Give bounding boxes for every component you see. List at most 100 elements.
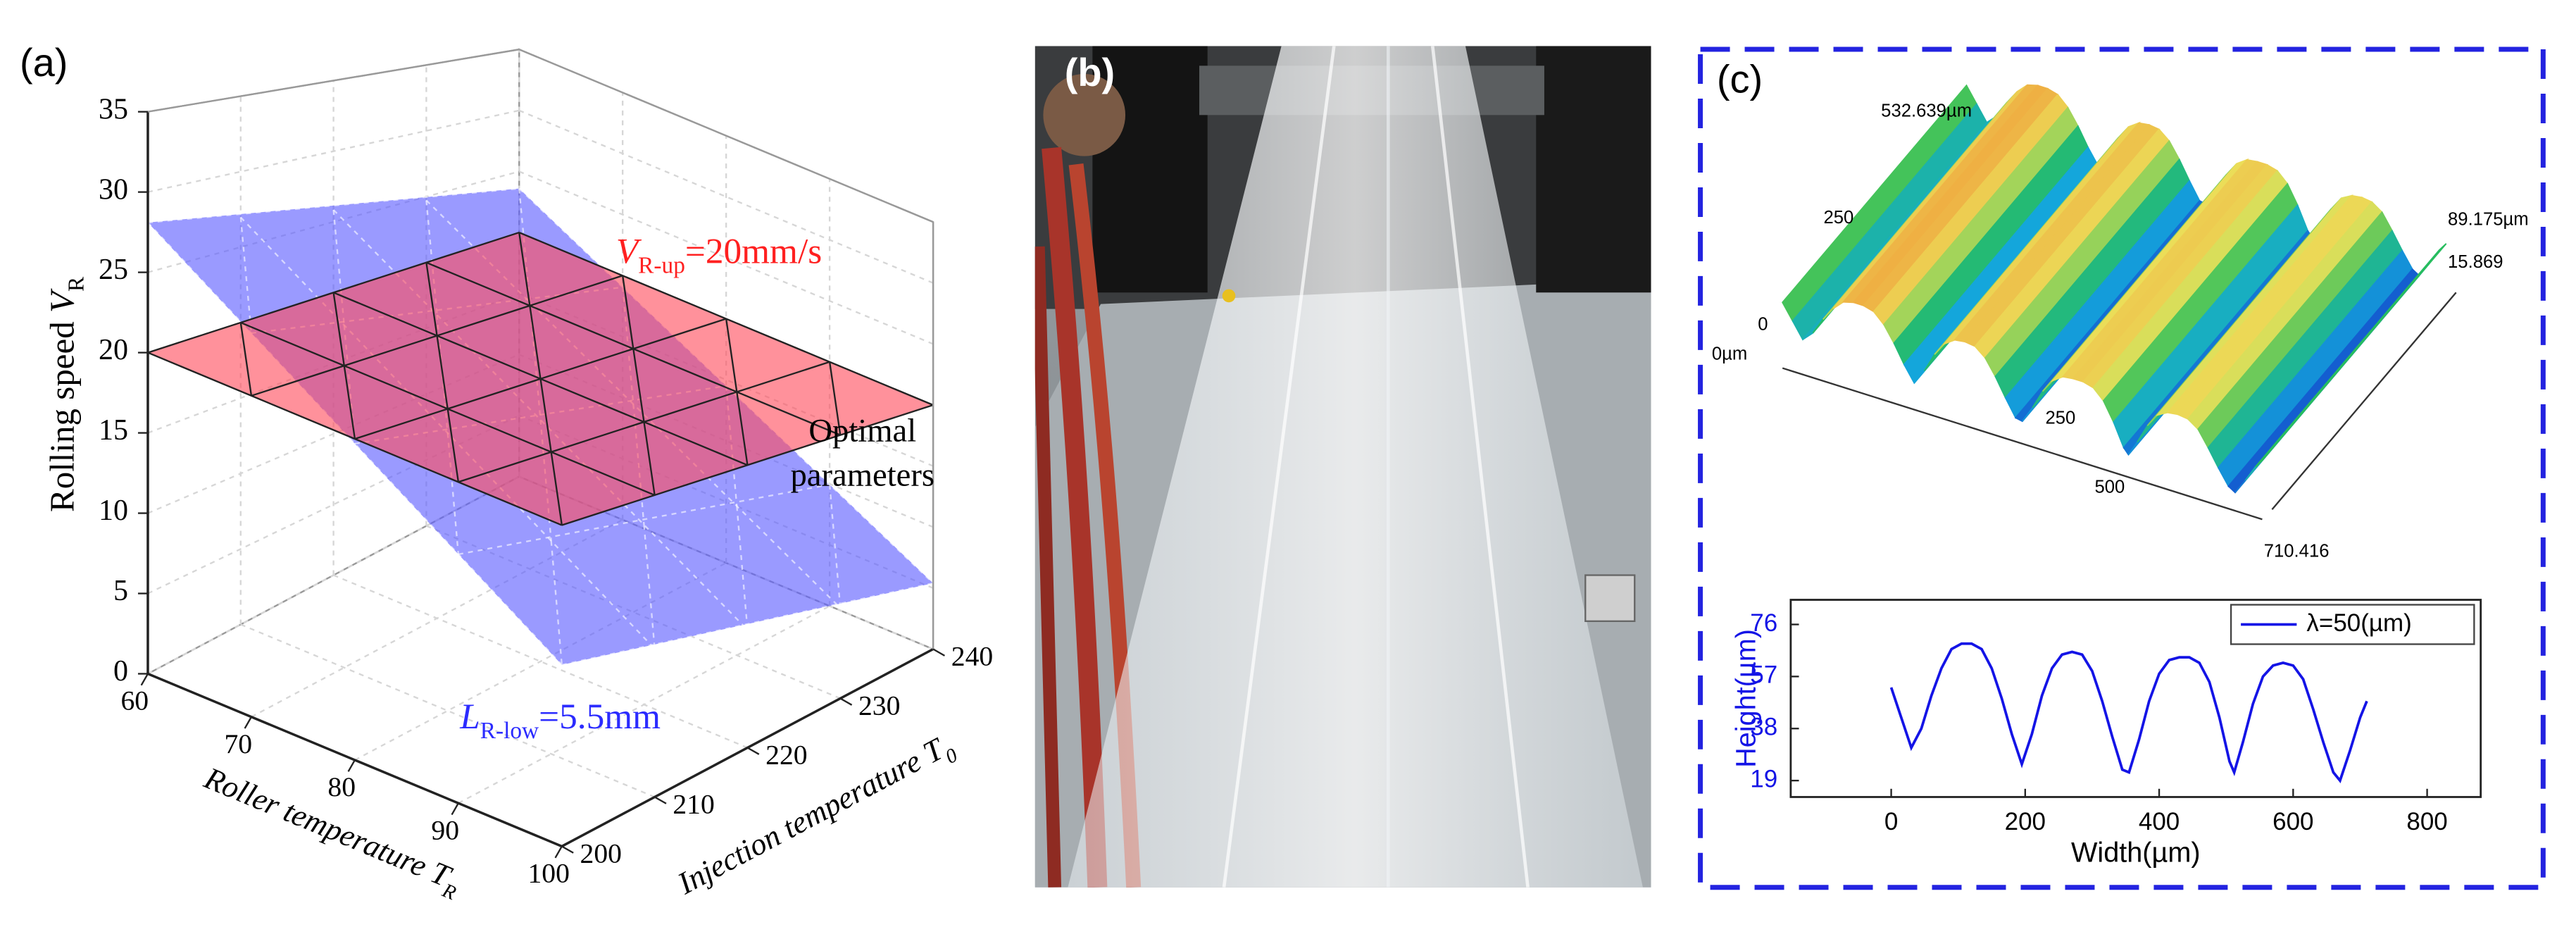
tick-mark <box>347 759 356 772</box>
annotation: parameters <box>790 457 934 494</box>
surface-label: 250 <box>1824 208 1854 228</box>
x-tick-label: 80 <box>327 771 356 802</box>
z-tick-label: 10 <box>99 494 128 527</box>
z-tick-label: 25 <box>99 254 128 286</box>
legend-label: λ=50(µm) <box>2306 609 2411 637</box>
surface-axis <box>2271 292 2457 510</box>
z-tick-label: 5 <box>113 575 128 607</box>
surface-label: 0 <box>1758 315 1768 335</box>
label: VR-up=20mm/s <box>616 231 822 278</box>
surface-label: 0µm <box>1712 344 1747 364</box>
plane-mesh <box>446 409 460 483</box>
y-axis-label: Height(µm) <box>1731 629 1762 768</box>
label: Rolling speed VR <box>43 276 89 512</box>
y-tick-label: 240 <box>951 641 993 672</box>
surface-label: 15.869 <box>2448 252 2503 272</box>
grid-line <box>147 109 520 193</box>
label-part: =20mm/s <box>685 231 822 271</box>
panel-label: (c) <box>1717 56 1763 101</box>
surface-strip <box>2255 243 2447 468</box>
data-line <box>1889 642 2368 783</box>
axis-line <box>518 49 934 223</box>
x-tick-label: 400 <box>2139 808 2180 835</box>
z-tick-label: 35 <box>99 93 128 125</box>
tick-mark <box>140 673 149 686</box>
tick-mark <box>654 796 667 804</box>
panel-label: (b) <box>1065 50 1115 94</box>
x-tick-label: 100 <box>527 858 569 889</box>
label-part: =5.5mm <box>539 697 661 737</box>
y-tick-label: 19 <box>1750 765 1777 792</box>
axis-line <box>147 49 520 113</box>
plane-mesh <box>736 506 749 630</box>
plane-mesh <box>147 187 520 224</box>
plane-mesh <box>561 404 934 526</box>
plane-mesh <box>736 392 749 466</box>
grid-line <box>354 561 727 761</box>
x-axis-label: Width(µm) <box>2071 838 2201 869</box>
plane-mesh <box>332 292 345 366</box>
panel-label: (a) <box>20 40 68 85</box>
tick-mark <box>244 716 252 729</box>
x-tick-label: 90 <box>431 814 459 845</box>
tick-mark <box>451 802 459 816</box>
surface-label: 532.639µm <box>1881 101 1972 120</box>
plot-frame <box>1789 599 2482 798</box>
label-part: V <box>616 231 642 271</box>
plane-mesh <box>343 366 356 440</box>
plane-mesh <box>425 262 438 336</box>
plane-mesh <box>539 378 552 452</box>
photo <box>1034 46 1651 888</box>
tick-mark <box>554 845 563 859</box>
x-tick-label: 60 <box>120 685 149 716</box>
label-part: R <box>63 276 88 292</box>
z-tick-label: 15 <box>99 414 128 447</box>
y-tick-label: 38 <box>1750 714 1777 741</box>
surface-label: 500 <box>2094 478 2125 497</box>
label: LR-low=5.5mm <box>459 697 661 744</box>
surface-label: 89.175µm <box>2448 209 2529 229</box>
z-tick-label: 0 <box>113 655 128 688</box>
plane-mesh <box>632 348 645 423</box>
grid-line <box>147 475 520 675</box>
y-tick-label: 76 <box>1750 609 1777 637</box>
x-tick-label: 70 <box>224 728 252 759</box>
y-tick-label: 57 <box>1750 661 1777 689</box>
label-part: V <box>43 288 82 313</box>
plane-mesh <box>828 484 842 609</box>
plane-mesh <box>458 483 830 556</box>
tick-mark <box>932 648 946 657</box>
plane-mesh <box>550 452 563 525</box>
y-tick-label: 230 <box>858 690 900 721</box>
label-part: L <box>459 697 480 737</box>
plane-mesh <box>550 540 563 665</box>
label-part: R-low <box>480 718 539 744</box>
plane-mesh <box>147 222 563 666</box>
tick-mark <box>561 845 574 854</box>
surface-axis <box>1782 367 2263 521</box>
plane-mesh <box>518 232 531 306</box>
x-tick-label: 600 <box>2272 808 2313 835</box>
plane-mesh <box>643 524 656 649</box>
plane-mesh <box>239 322 253 396</box>
surface-label: 710.416 <box>2264 542 2330 561</box>
plane-mesh <box>643 421 656 496</box>
annotation: Optimal <box>808 413 916 449</box>
label-part: Rolling speed <box>43 313 82 512</box>
tick-mark <box>746 747 760 755</box>
plane-mesh <box>622 275 634 349</box>
plane-mesh <box>725 318 738 392</box>
y-tick-label: 220 <box>765 740 807 771</box>
x-tick-label: 800 <box>2406 808 2447 835</box>
z-tick-label: 20 <box>99 334 128 366</box>
x-tick-label: 200 <box>2005 808 2046 835</box>
x-tick-label: 0 <box>1884 808 1898 835</box>
label-part: R-up <box>638 253 685 279</box>
z-tick-label: 30 <box>99 173 128 206</box>
panel-frame <box>1698 46 2546 890</box>
plane-mesh <box>828 361 842 435</box>
axis-line <box>147 672 563 848</box>
plane-mesh <box>436 335 449 409</box>
surface-label: 250 <box>2045 409 2075 428</box>
